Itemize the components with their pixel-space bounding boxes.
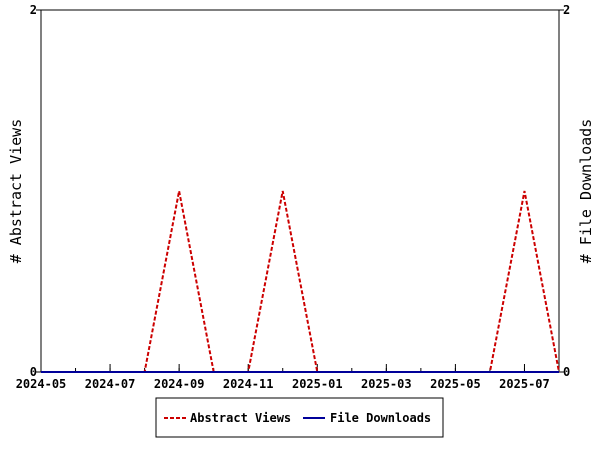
legend: Abstract Views File Downloads (155, 397, 444, 438)
y-right-tick-label: 2 (563, 3, 570, 17)
x-tick-label: 2025-03 (361, 377, 412, 391)
legend-label-abstract-views: Abstract Views (190, 411, 291, 425)
y-right-tick-label: 0 (563, 365, 570, 379)
x-tick-label: 2025-05 (430, 377, 481, 391)
y-left-tick-label: 2 (30, 3, 37, 17)
x-tick-label: 2024-05 (16, 377, 67, 391)
y-axis-right-title: # File Downloads (577, 119, 595, 264)
legend-label-file-downloads: File Downloads (330, 411, 431, 425)
x-tick-label: 2024-11 (223, 377, 274, 391)
y-axis-left-title: # Abstract Views (7, 119, 25, 264)
x-tick-label: 2024-09 (154, 377, 205, 391)
y-left-tick-label: 0 (30, 365, 37, 379)
plot-area (40, 9, 560, 373)
x-tick-label: 2025-01 (292, 377, 343, 391)
legend-box (155, 397, 444, 438)
x-tick-label: 2025-07 (499, 377, 550, 391)
x-tick-label: 2024-07 (85, 377, 136, 391)
